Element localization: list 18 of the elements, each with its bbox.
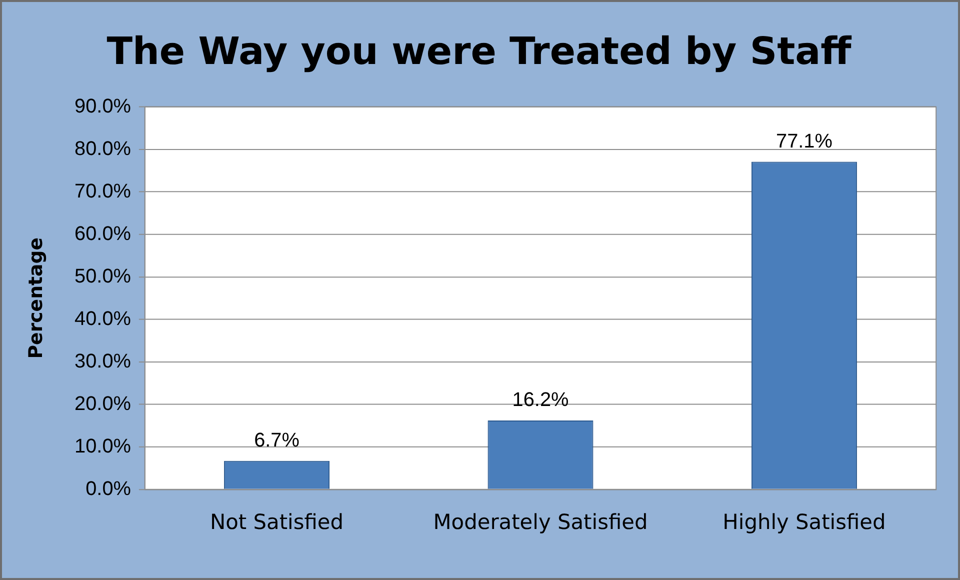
y-tick-label: 70.0% <box>74 180 131 202</box>
y-tick-label: 90.0% <box>74 95 131 118</box>
y-tick-label: 50.0% <box>74 265 131 288</box>
y-tick-label: 0.0% <box>86 478 131 500</box>
x-tick-label: Not Satisfied <box>210 510 344 534</box>
y-tick-label: 80.0% <box>74 138 131 160</box>
y-tick-label: 20.0% <box>74 392 131 415</box>
y-tick-label: 60.0% <box>74 222 131 245</box>
y-tick-label: 40.0% <box>74 308 131 330</box>
data-label: 77.1% <box>776 130 832 152</box>
x-tick-label: Highly Satisfied <box>722 510 886 534</box>
data-label: 16.2% <box>512 389 569 412</box>
y-tick-label: 10.0% <box>74 435 131 458</box>
x-tick-label: Moderately Satisfied <box>433 510 648 534</box>
data-label: 6.7% <box>254 430 300 452</box>
y-tick-label: 30.0% <box>74 350 131 372</box>
chart-title: The Way you were Treated by Staff <box>106 29 852 74</box>
y-axis-title: Percentage <box>25 238 48 359</box>
